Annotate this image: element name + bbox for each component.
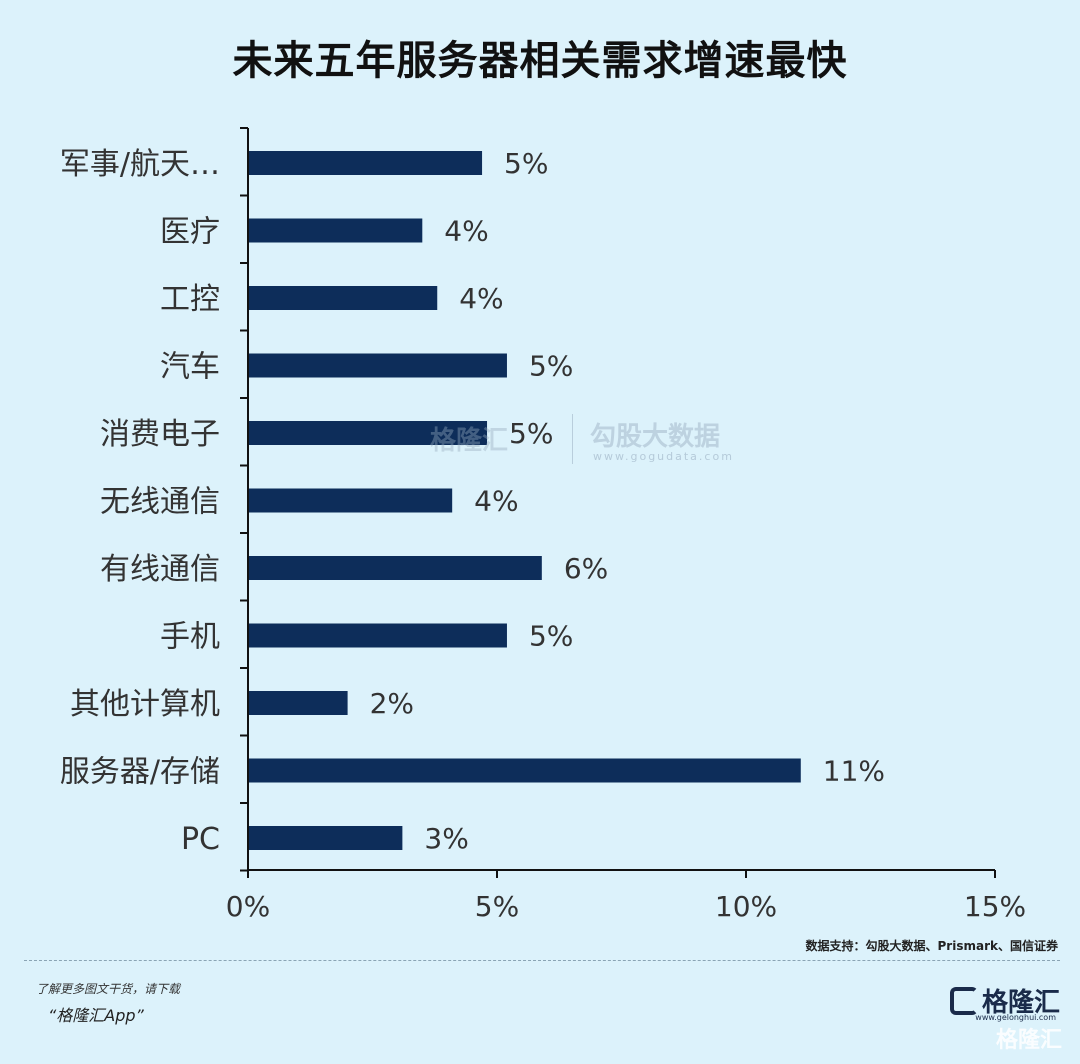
category-label: PC <box>181 822 220 857</box>
category-label: 手机 <box>160 620 220 655</box>
category-label: 无线通信 <box>100 485 220 520</box>
x-tick-label: 0% <box>226 890 270 923</box>
value-label: 5% <box>504 147 548 180</box>
value-label: 3% <box>424 822 468 855</box>
bar <box>248 826 403 850</box>
x-tick-label: 10% <box>715 890 777 923</box>
category-label: 军事/航天… <box>60 147 220 182</box>
value-label: 5% <box>529 350 573 383</box>
promo-app-name: “格隆汇App” <box>48 1006 144 1025</box>
promo-text: 了解更多图文干货，请下载 <box>36 982 181 996</box>
logo-g-icon <box>949 986 978 1015</box>
bar <box>248 691 348 715</box>
value-label: 5% <box>529 620 573 653</box>
x-tick-label: 15% <box>964 890 1026 923</box>
value-label: 6% <box>564 552 608 585</box>
bar <box>248 218 423 243</box>
category-label: 医疗 <box>160 215 220 250</box>
chart-title: 未来五年服务器相关需求增速最快 <box>232 38 848 84</box>
watermark-left: 格隆汇 <box>430 426 509 456</box>
bars-group: 军事/航天… 5% 医疗 4% 工控 4% 汽车 5% 消费电子 5% 无线通信 4% 有线通信 6% 手机… <box>60 147 885 857</box>
bar <box>248 151 483 175</box>
bar-chart: 军事/航天… 5% 医疗 4% 工控 4% 汽车 5% 消费电子 5% 无线通信 4% 有线通信 6% 手机… <box>60 127 1026 923</box>
category-label: 其他计算机 <box>70 687 220 722</box>
value-label: 11% <box>823 755 885 788</box>
bar <box>248 623 507 648</box>
value-label: 4% <box>459 282 503 315</box>
bar <box>248 286 438 310</box>
bar <box>248 353 507 378</box>
watermark-center-sub: www.gogudata.com <box>593 450 734 463</box>
category-label: 服务器/存储 <box>60 755 220 790</box>
bar <box>248 556 542 580</box>
x-tick-label: 5% <box>475 890 519 923</box>
watermark-bottom: 格隆汇 <box>995 1028 1062 1053</box>
brand-logo: 格隆汇 <box>949 982 1060 1019</box>
watermark-center: 勾股大数据 <box>590 422 721 452</box>
value-label: 4% <box>474 485 518 518</box>
value-label: 4% <box>444 215 488 248</box>
category-label: 汽车 <box>160 350 220 385</box>
category-label: 消费电子 <box>100 417 220 452</box>
logo-text: 格隆汇 <box>981 988 1060 1018</box>
value-label: 2% <box>370 687 414 720</box>
category-label: 有线通信 <box>100 552 220 587</box>
footer-divider <box>24 960 1060 961</box>
category-label: 工控 <box>160 282 220 317</box>
bar <box>248 421 488 445</box>
source-note: 数据支持：勾股大数据、Prismark、国信证券 <box>805 939 1058 953</box>
value-label: 5% <box>509 417 553 450</box>
logo-url: www.gelonghui.com <box>975 1013 1056 1022</box>
watermark-divider <box>572 414 573 464</box>
axes-group: 0% 5% 10% 15% <box>226 127 1026 923</box>
bar <box>248 488 453 513</box>
bar <box>248 758 801 783</box>
